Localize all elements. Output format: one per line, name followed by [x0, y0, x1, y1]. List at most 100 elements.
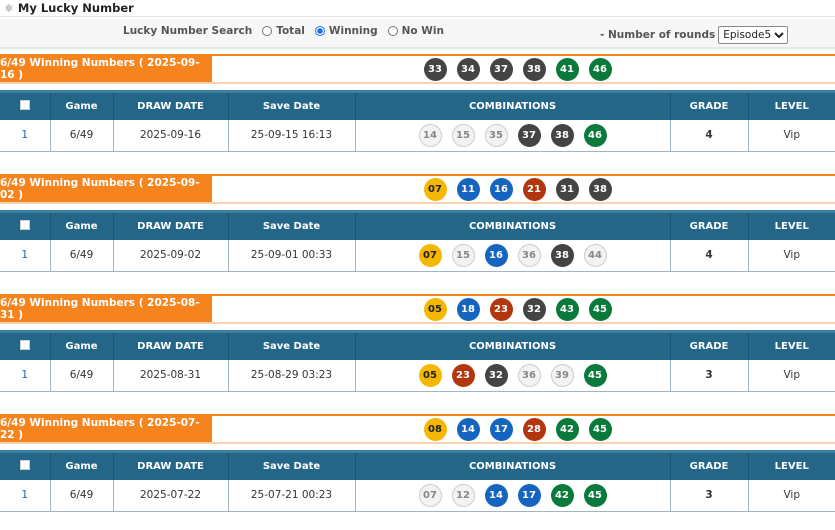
column-header: DRAW DATE [112, 450, 228, 480]
level-cell: Vip [747, 239, 835, 272]
winning-ball: 11 [456, 177, 480, 201]
row-number[interactable]: 1 [0, 479, 50, 512]
game-cell: 6/49 [49, 119, 113, 152]
row-number[interactable]: 1 [0, 239, 50, 272]
search-label: Lucky Number Search [123, 25, 253, 37]
column-header: Game [49, 330, 113, 360]
row-number[interactable]: 1 [0, 119, 50, 152]
column-header: COMBINATIONS [354, 90, 670, 120]
winning-ball: 16 [489, 177, 513, 201]
winning-ball: 46 [588, 57, 612, 81]
draw-block: 6/49 Winning Numbers ( 2025-09-02 ) 07 11 1… [0, 170, 835, 290]
combination-ball: 07 [418, 483, 442, 507]
radio-no-win-label[interactable]: No Win [401, 25, 444, 37]
column-header: COMBINATIONS [354, 210, 670, 240]
combination-ball: 39 [550, 363, 574, 387]
combination-ball: 46 [583, 123, 607, 147]
select-all-checkbox[interactable] [19, 99, 30, 110]
table-row: 1 6/49 2025-09-16 25-09-15 16:13 14 15 35 37 38 4… [0, 119, 835, 152]
save-date-cell: 25-09-01 00:33 [227, 239, 355, 272]
combination-ball: 35 [484, 123, 508, 147]
column-header: COMBINATIONS [354, 330, 670, 360]
column-header: LEVEL [747, 330, 835, 360]
column-header: Save Date [227, 450, 355, 480]
column-header: Save Date [227, 210, 355, 240]
radio-total[interactable] [262, 26, 273, 36]
winning-ball: 21 [522, 177, 546, 201]
draw-block: 6/49 Winning Numbers ( 2025-07-22 ) 08 14 1… [0, 410, 835, 530]
winning-ball: 42 [555, 417, 579, 441]
winning-label: 6/49 Winning Numbers ( 2025-08-31 ) [0, 296, 212, 322]
combination-ball: 17 [517, 483, 541, 507]
column-header: LEVEL [747, 210, 835, 240]
level-cell: Vip [747, 479, 835, 512]
winning-ball: 34 [456, 57, 480, 81]
combination-ball: 12 [451, 483, 475, 507]
atom-icon: ⚛ [4, 1, 14, 15]
column-header: Save Date [227, 330, 355, 360]
combination-ball: 32 [484, 363, 508, 387]
game-cell: 6/49 [49, 239, 113, 272]
winning-ball: 32 [522, 297, 546, 321]
radio-no-win[interactable] [387, 26, 398, 36]
combination-ball: 15 [451, 243, 475, 267]
select-all-header [0, 330, 50, 360]
winning-ball: 05 [423, 297, 447, 321]
results-table: Game DRAW DATE Save Date COMBINATIONS GRADE L… [0, 90, 835, 152]
results-table: Game DRAW DATE Save Date COMBINATIONS GRADE L… [0, 330, 835, 392]
combination-ball: 45 [583, 363, 607, 387]
combination-ball: 07 [418, 243, 442, 267]
draw-block: 6/49 Winning Numbers ( 2025-08-31 ) 05 18 2… [0, 290, 835, 410]
combination-ball: 16 [484, 243, 508, 267]
combination-ball: 14 [418, 123, 442, 147]
rounds-label: - Number of rounds [600, 29, 716, 41]
search-bar: Lucky Number Search Total Winning No Win… [0, 19, 835, 49]
combination-ball: 38 [550, 123, 574, 147]
row-number[interactable]: 1 [0, 359, 50, 392]
grade-cell: 4 [669, 239, 748, 272]
winning-bar: 6/49 Winning Numbers ( 2025-08-31 ) 05 18 2… [0, 294, 835, 324]
combination-ball: 42 [550, 483, 574, 507]
level-cell: Vip [747, 119, 835, 152]
column-header: Game [49, 450, 113, 480]
page-header: ⚛ My Lucky Number [0, 0, 835, 17]
winning-ball: 18 [456, 297, 480, 321]
grade-cell: 4 [669, 119, 748, 152]
column-header: LEVEL [747, 450, 835, 480]
winning-ball: 33 [423, 57, 447, 81]
winning-ball: 07 [423, 177, 447, 201]
page-title: My Lucky Number [17, 1, 134, 15]
combinations-cell: 07 12 14 17 42 45 [354, 479, 670, 512]
column-header: Game [49, 90, 113, 120]
rounds-select[interactable]: Episode5 [718, 26, 789, 44]
radio-total-label[interactable]: Total [276, 25, 305, 37]
winning-ball: 23 [489, 297, 513, 321]
winning-ball: 08 [423, 417, 447, 441]
draw-date-cell: 2025-09-02 [112, 239, 228, 272]
combination-ball: 37 [517, 123, 541, 147]
radio-winning-label[interactable]: Winning [328, 25, 378, 37]
column-header: DRAW DATE [112, 330, 228, 360]
results-table: Game DRAW DATE Save Date COMBINATIONS GRADE L… [0, 450, 835, 512]
radio-winning[interactable] [314, 26, 325, 36]
winning-ball: 38 [522, 57, 546, 81]
select-all-checkbox[interactable] [19, 459, 30, 470]
column-header: Save Date [227, 90, 355, 120]
column-header: GRADE [669, 330, 748, 360]
save-date-cell: 25-07-21 00:23 [227, 479, 355, 512]
winning-label: 6/49 Winning Numbers ( 2025-07-22 ) [0, 416, 212, 442]
column-header: LEVEL [747, 90, 835, 120]
winning-label: 6/49 Winning Numbers ( 2025-09-02 ) [0, 176, 212, 202]
table-row: 1 6/49 2025-07-22 25-07-21 00:23 07 12 14 17 42 4… [0, 479, 835, 512]
select-all-checkbox[interactable] [19, 339, 30, 350]
winning-ball: 45 [588, 417, 612, 441]
winning-ball: 28 [522, 417, 546, 441]
select-all-checkbox[interactable] [19, 219, 30, 230]
winning-ball: 14 [456, 417, 480, 441]
winning-balls: 07 11 16 21 31 38 [212, 176, 835, 202]
winning-ball: 45 [588, 297, 612, 321]
winning-ball: 37 [489, 57, 513, 81]
draw-date-cell: 2025-08-31 [112, 359, 228, 392]
results-table: Game DRAW DATE Save Date COMBINATIONS GRADE L… [0, 210, 835, 272]
draw-block: 6/49 Winning Numbers ( 2025-09-16 ) 33 34 3… [0, 50, 835, 170]
